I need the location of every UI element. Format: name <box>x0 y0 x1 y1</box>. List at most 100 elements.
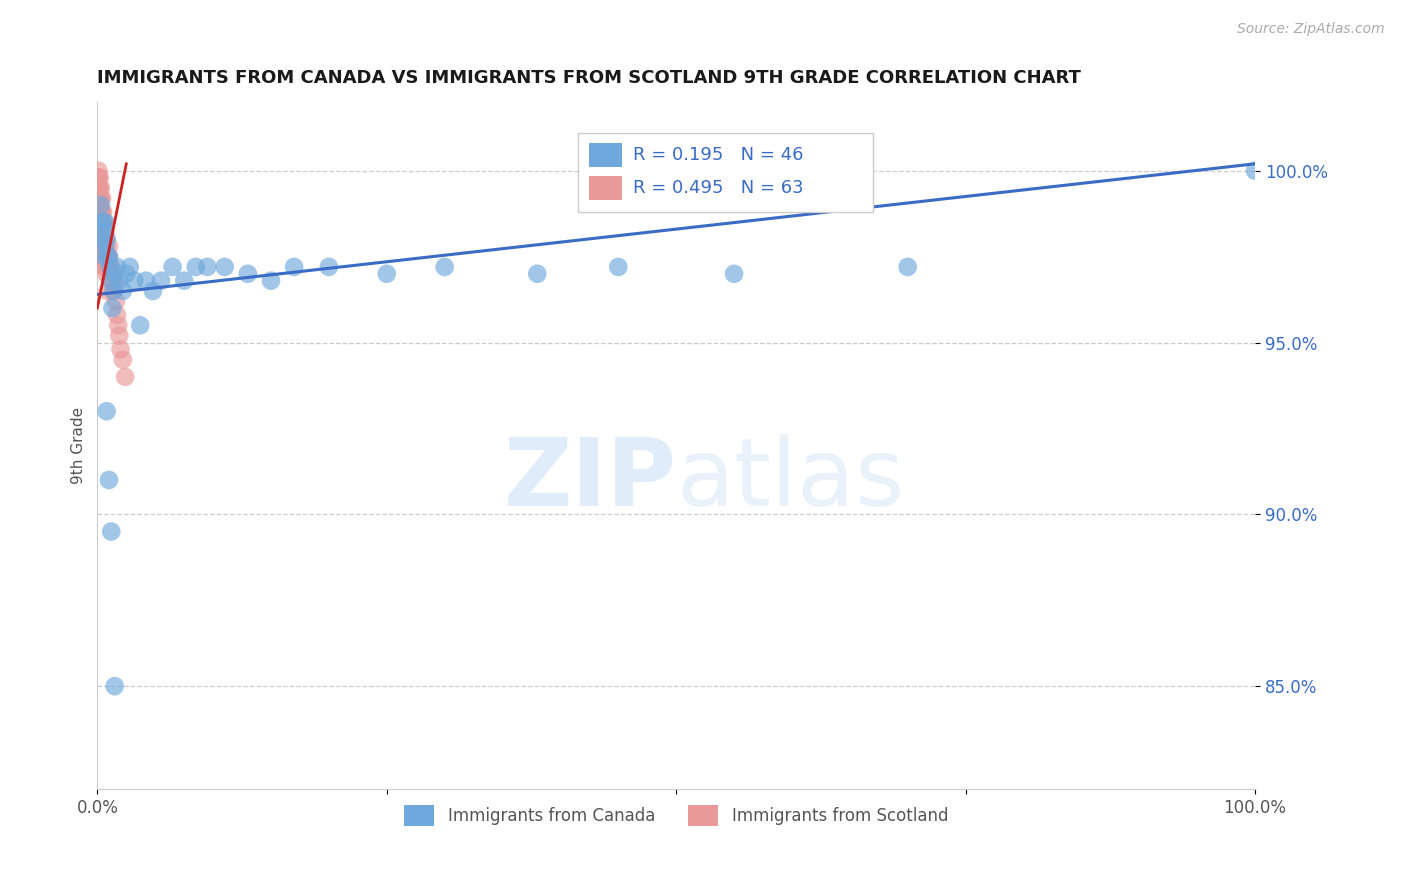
Point <box>94 226 117 240</box>
Text: R = 0.195   N = 46: R = 0.195 N = 46 <box>633 146 804 164</box>
Point <box>91 239 114 253</box>
Point <box>90 226 112 240</box>
Point <box>100 524 122 539</box>
Point <box>91 250 114 264</box>
Point <box>89 191 111 205</box>
Point <box>94 215 117 229</box>
Y-axis label: 9th Grade: 9th Grade <box>72 407 86 484</box>
Point <box>104 274 127 288</box>
Point <box>94 239 117 253</box>
Point <box>135 274 157 288</box>
Bar <box>589 144 621 168</box>
Point <box>103 284 125 298</box>
Point <box>105 260 128 274</box>
Point <box>129 318 152 333</box>
Point <box>96 267 118 281</box>
Point <box>91 215 114 229</box>
Point <box>89 198 111 212</box>
Point <box>91 205 114 219</box>
Point <box>433 260 456 274</box>
Point <box>162 260 184 274</box>
Point <box>90 215 112 229</box>
Point <box>94 250 117 264</box>
Point <box>91 226 114 240</box>
Point <box>96 404 118 418</box>
FancyBboxPatch shape <box>578 133 873 212</box>
Point <box>91 226 114 240</box>
Point <box>124 274 146 288</box>
Text: ZIP: ZIP <box>503 434 676 526</box>
Point <box>93 215 115 229</box>
Point <box>101 301 124 315</box>
Point <box>96 260 118 274</box>
Point <box>108 274 131 288</box>
Point <box>90 205 112 219</box>
Point <box>101 274 124 288</box>
Point <box>96 250 118 264</box>
Bar <box>589 177 621 200</box>
Point <box>97 250 120 264</box>
Point <box>97 284 120 298</box>
Point <box>318 260 340 274</box>
Point <box>87 170 110 185</box>
Point <box>87 170 110 185</box>
Point <box>97 239 120 253</box>
Point <box>91 226 114 240</box>
Point <box>90 181 112 195</box>
Point <box>90 205 112 219</box>
Point <box>104 679 127 693</box>
Point <box>90 198 112 212</box>
Text: R = 0.495   N = 63: R = 0.495 N = 63 <box>633 179 804 197</box>
Point <box>87 181 110 195</box>
Point <box>111 284 134 298</box>
Point <box>108 328 131 343</box>
Point <box>89 215 111 229</box>
Point <box>89 170 111 185</box>
Point <box>87 163 110 178</box>
Point <box>100 260 122 274</box>
Point <box>111 352 134 367</box>
Point <box>114 369 136 384</box>
Point <box>93 239 115 253</box>
Point <box>96 232 118 246</box>
Point <box>91 191 114 205</box>
Point <box>375 267 398 281</box>
Legend: Immigrants from Canada, Immigrants from Scotland: Immigrants from Canada, Immigrants from … <box>398 798 955 832</box>
Point <box>104 267 127 281</box>
Point <box>89 181 111 195</box>
Point <box>103 284 125 298</box>
Point <box>93 226 115 240</box>
Point <box>260 274 283 288</box>
Point <box>97 250 120 264</box>
Text: IMMIGRANTS FROM CANADA VS IMMIGRANTS FROM SCOTLAND 9TH GRADE CORRELATION CHART: IMMIGRANTS FROM CANADA VS IMMIGRANTS FRO… <box>97 69 1081 87</box>
Point <box>607 260 630 274</box>
Point <box>91 215 114 229</box>
Point <box>90 191 112 205</box>
Point <box>1244 163 1267 178</box>
Point <box>91 260 114 274</box>
Point <box>97 260 120 274</box>
Point <box>150 274 173 288</box>
Point <box>184 260 207 274</box>
Point <box>91 232 114 246</box>
Point <box>104 294 127 309</box>
Point <box>115 267 138 281</box>
Point <box>91 215 114 229</box>
Point <box>723 267 745 281</box>
Point <box>89 205 111 219</box>
Point <box>91 239 114 253</box>
Point <box>97 250 120 264</box>
Text: Source: ZipAtlas.com: Source: ZipAtlas.com <box>1237 22 1385 37</box>
Point <box>96 232 118 246</box>
Point <box>93 239 115 253</box>
Text: atlas: atlas <box>676 434 904 526</box>
Point <box>897 260 920 274</box>
Point <box>94 250 117 264</box>
Point <box>93 226 115 240</box>
Point <box>94 260 117 274</box>
Point <box>173 274 195 288</box>
Point <box>87 191 110 205</box>
Point <box>105 308 128 322</box>
Point <box>97 250 120 264</box>
Point <box>195 260 218 274</box>
